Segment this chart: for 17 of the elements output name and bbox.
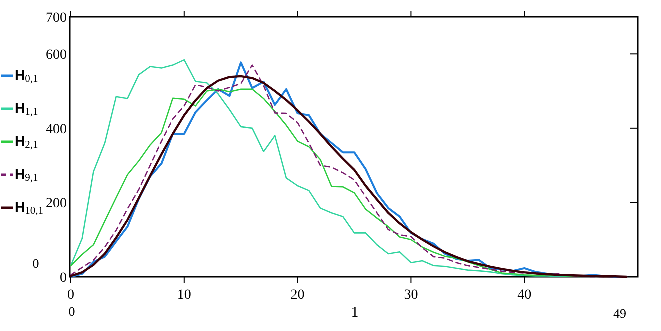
legend-label: H$_{1,1}$ [15, 100, 38, 118]
x-tick-label: 10 [177, 288, 192, 303]
y-tick-label: 200 [46, 196, 67, 212]
legend-label: H$_{10,1}$ [15, 199, 44, 217]
text: 49 [614, 306, 626, 321]
y-tick-label: 400 [46, 122, 67, 138]
text: 0 [32, 256, 40, 271]
y-tick-label: 600 [46, 48, 67, 64]
x-axis-title: 1 [351, 305, 359, 321]
x-tick-label: 20 [290, 288, 305, 303]
y-tick-label: 700 [46, 11, 67, 26]
legend-label: H$_{9,1}$ [15, 166, 38, 184]
y-tick-label: 0 [60, 271, 67, 286]
legend-label: H$_{2,1}$ [15, 133, 38, 151]
x-tick-label: 30 [404, 288, 418, 303]
x-tick-label: 40 [518, 288, 532, 303]
legend-label: H$_{0,1}$ [15, 67, 38, 85]
